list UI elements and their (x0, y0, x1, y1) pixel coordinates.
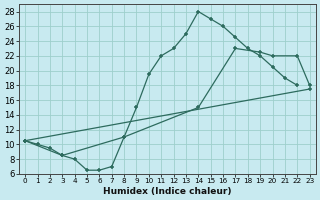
X-axis label: Humidex (Indice chaleur): Humidex (Indice chaleur) (103, 187, 232, 196)
